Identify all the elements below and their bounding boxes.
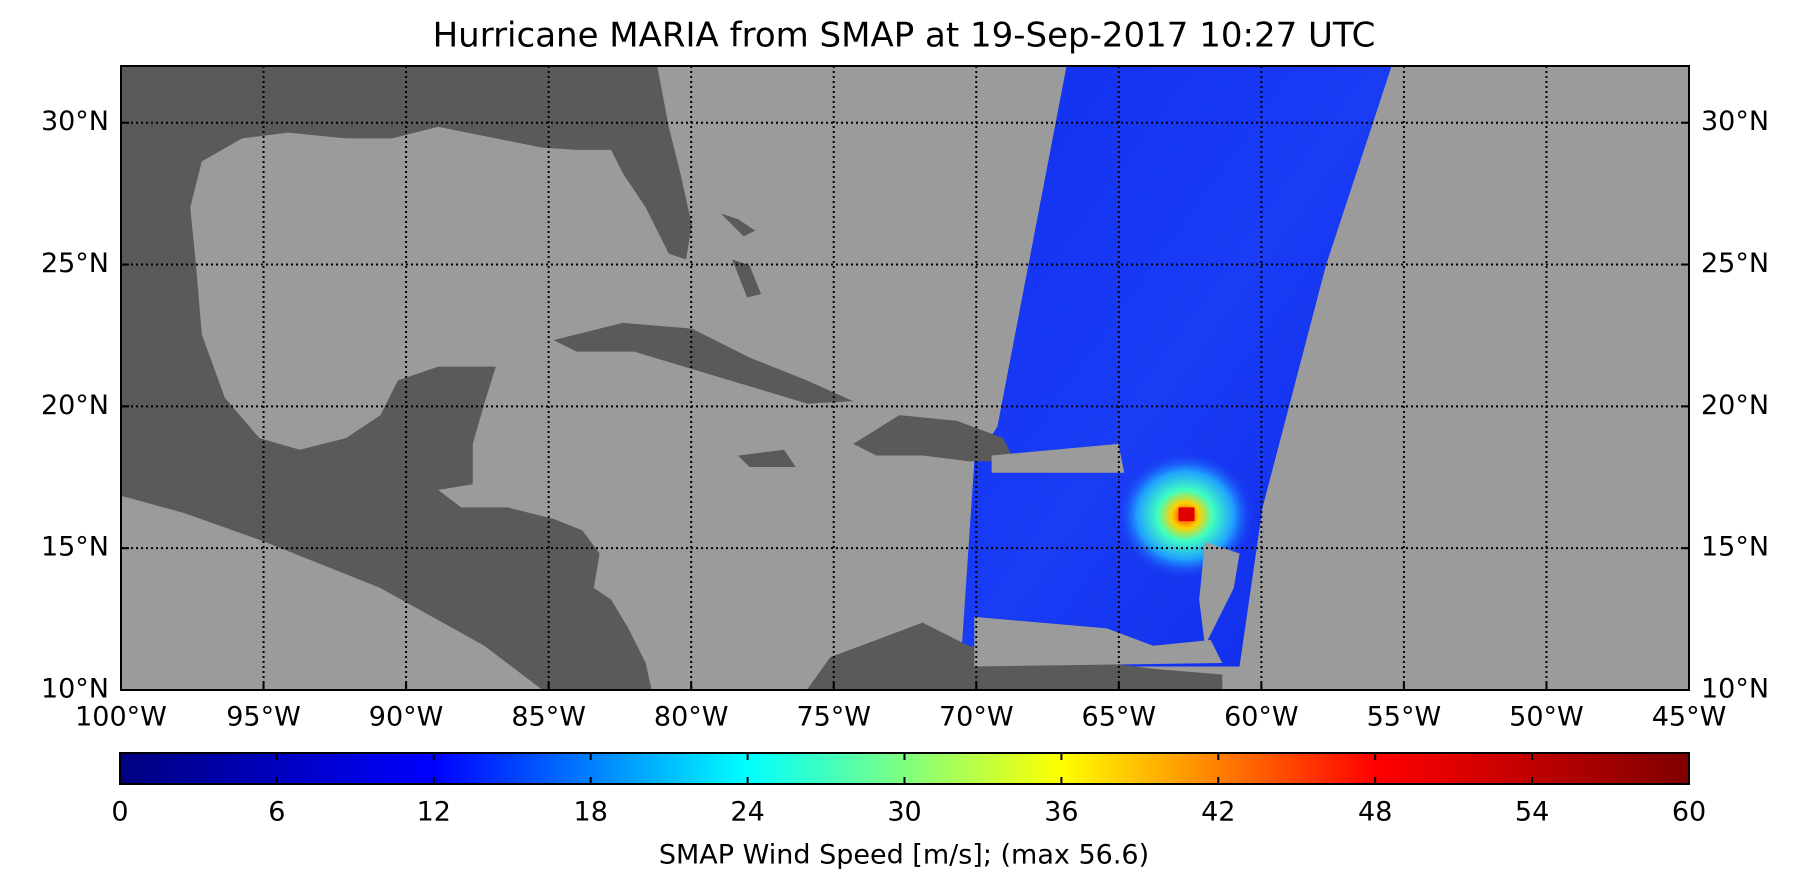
y-tick-label-left: 10°N bbox=[41, 674, 109, 705]
x-tick-label: 45°W bbox=[1652, 702, 1727, 733]
x-tick-label: 65°W bbox=[1082, 702, 1157, 733]
colorbar-tick-label: 30 bbox=[887, 797, 921, 828]
y-tick-label-left: 15°N bbox=[41, 532, 109, 563]
ocean bbox=[121, 65, 1690, 690]
y-tick-label-right: 15°N bbox=[1701, 532, 1769, 563]
colorbar-tick-label: 18 bbox=[574, 797, 608, 828]
colorbar-tick-label: 12 bbox=[417, 797, 451, 828]
x-tick-label: 90°W bbox=[369, 702, 444, 733]
colorbar-tick-label: 60 bbox=[1672, 797, 1706, 828]
y-tick-label-left: 25°N bbox=[41, 248, 109, 279]
storm-eye bbox=[1178, 507, 1195, 522]
x-tick-label: 75°W bbox=[796, 702, 871, 733]
x-tick-label: 50°W bbox=[1509, 702, 1584, 733]
y-tick-label-left: 30°N bbox=[41, 106, 109, 137]
x-tick-label: 80°W bbox=[654, 702, 729, 733]
swath bbox=[960, 65, 1392, 667]
colorbar-tick-label: 6 bbox=[268, 797, 285, 828]
x-tick-label: 85°W bbox=[511, 702, 586, 733]
y-tick-label-right: 20°N bbox=[1701, 390, 1769, 421]
x-tick-label: 100°W bbox=[75, 702, 167, 733]
map-imagery bbox=[121, 65, 1690, 690]
colorbar-label: SMAP Wind Speed [m/s]; (max 56.6) bbox=[659, 840, 1149, 871]
y-tick-label-right: 25°N bbox=[1701, 248, 1769, 279]
land-mask bbox=[974, 443, 1240, 667]
colorbar-tick-label: 42 bbox=[1201, 797, 1235, 828]
x-tick-label: 95°W bbox=[226, 702, 301, 733]
colorbar-tick-label: 24 bbox=[730, 797, 764, 828]
y-tick-label-left: 20°N bbox=[41, 390, 109, 421]
map-title: Hurricane MARIA from SMAP at 19-Sep-2017… bbox=[433, 16, 1376, 56]
y-tick-label-right: 30°N bbox=[1701, 106, 1769, 137]
colorbar-tick-label: 54 bbox=[1515, 797, 1549, 828]
map-frame bbox=[120, 65, 1690, 691]
x-tick-label: 55°W bbox=[1367, 702, 1442, 733]
y-tick-label-right: 10°N bbox=[1701, 674, 1769, 705]
x-tick-label: 60°W bbox=[1224, 702, 1299, 733]
colorbar-tick-label: 48 bbox=[1358, 797, 1392, 828]
colorbar-tick-label: 0 bbox=[111, 797, 128, 828]
x-tick-label: 70°W bbox=[939, 702, 1014, 733]
colorbar-tick-label: 36 bbox=[1044, 797, 1078, 828]
